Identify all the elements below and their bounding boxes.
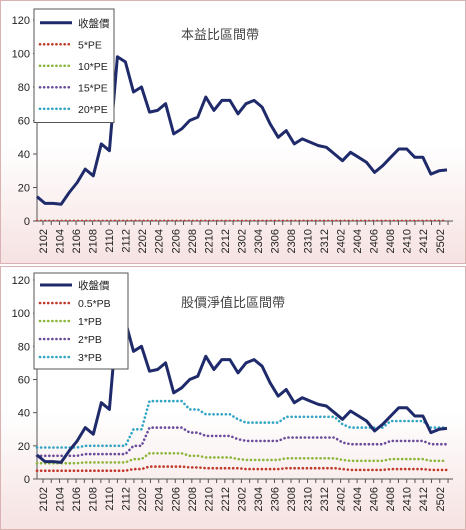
pb-band-chart: 股價淨值比區間帶 0 20 40 60 80 100 120 2102 2104 2106 2108… (12, 272, 453, 511)
x-tick-label: 2408 (385, 229, 397, 253)
x-tick-label: 2210 (203, 487, 215, 511)
x-tick-label: 2402 (336, 229, 348, 253)
x-tick-label: 2110 (104, 229, 116, 253)
x-tick-label: 2404 (352, 229, 364, 253)
legend-label-4: 3*PB (78, 352, 102, 364)
x-tick-label: 2206 (170, 487, 182, 511)
legend-label-0: 收盤價 (78, 17, 110, 30)
pe-band-chart: 本益比區間帶 0 20 40 60 80 100 120 2102 2104 2106 2108 21… (12, 8, 453, 253)
x-tick-label: 2312 (319, 229, 331, 253)
y-tick-label: 20 (18, 183, 30, 195)
x-tick-label: 2308 (286, 487, 298, 511)
x-tick-label: 2212 (220, 229, 232, 253)
x-tick-label: 2404 (352, 487, 364, 511)
y-tick-label: 40 (18, 408, 30, 420)
pe-band-chart-panel: 本益比區間帶 0 20 40 60 80 100 120 2102 2104 2106 2108 21… (0, 0, 466, 264)
x-tick-label: 2208 (187, 229, 199, 253)
pb-band-chart-panel: 股價淨值比區間帶 0 20 40 60 80 100 120 2102 2104 2106 2108… (0, 266, 466, 530)
x-tick-label: 2112 (121, 229, 133, 253)
axes: 0 20 40 60 80 100 120 2102 2104 2106 2108 2110 2112 2… (12, 15, 453, 253)
x-tick-label: 2310 (303, 229, 315, 253)
series-line-3 (35, 426, 449, 458)
x-tick-label: 2204 (154, 487, 166, 511)
x-tick-label: 2502 (435, 229, 447, 253)
x-tick-label: 2502 (435, 487, 447, 511)
y-tick-label: 100 (12, 49, 30, 61)
x-tick-label: 2108 (88, 487, 100, 511)
legend: 收盤價 0.5*PB 1*PB 2*PB 3*PB (33, 272, 129, 370)
x-tick-label: 2304 (253, 229, 265, 253)
legend: 收盤價 5*PE 10*PE 15*PE 20*PE (33, 8, 115, 123)
x-tick-label: 2102 (38, 229, 50, 253)
legend-label-2: 1*PB (78, 316, 102, 328)
x-tick-label: 2412 (418, 229, 430, 253)
x-tick-label: 2406 (369, 487, 381, 511)
x-tick-label: 2212 (220, 487, 232, 511)
y-tick-label: 0 (24, 216, 30, 228)
legend-label-1: 5*PE (78, 39, 102, 51)
x-tick-label: 2210 (203, 229, 215, 253)
series-line-0 (36, 315, 448, 464)
x-tick-label: 2412 (418, 487, 430, 511)
legend-label-3: 15*PE (78, 82, 108, 94)
x-tick-label: 2106 (71, 487, 83, 511)
x-tick-label: 2310 (303, 487, 315, 511)
x-tick-label: 2104 (55, 229, 67, 253)
y-tick-label: 20 (18, 441, 30, 453)
x-tick-label: 2104 (55, 487, 67, 511)
x-tick-label: 2306 (269, 229, 281, 253)
chart-title: 本益比區間帶 (181, 27, 259, 42)
legend-label-0: 收盤價 (78, 279, 110, 292)
y-tick-label: 120 (12, 15, 30, 27)
y-tick-label: 60 (18, 116, 30, 128)
legend-label-2: 10*PE (78, 61, 108, 73)
axes: 0 20 40 60 80 100 120 2102 2104 2106 2108 2110 2112 2… (12, 275, 453, 511)
legend-label-4: 20*PE (78, 104, 108, 116)
series-line-2 (35, 452, 449, 465)
x-tick-label: 2202 (137, 487, 149, 511)
y-tick-label: 100 (12, 308, 30, 320)
y-tick-label: 80 (18, 341, 30, 353)
x-tick-label: 2410 (402, 229, 414, 253)
y-tick-label: 120 (12, 275, 30, 287)
x-tick-label: 2406 (369, 229, 381, 253)
x-tick-label: 2308 (286, 229, 298, 253)
y-tick-label: 0 (24, 474, 30, 486)
y-tick-label: 80 (18, 82, 30, 94)
x-tick-label: 2108 (88, 229, 100, 253)
x-tick-label: 2410 (402, 487, 414, 511)
x-tick-label: 2302 (236, 229, 248, 253)
x-tick-label: 2102 (38, 487, 50, 511)
x-tick-label: 2208 (187, 487, 199, 511)
x-tick-label: 2110 (104, 487, 116, 511)
x-tick-label: 2202 (137, 229, 149, 253)
x-tick-label: 2306 (269, 487, 281, 511)
y-tick-label: 60 (18, 375, 30, 387)
x-tick-label: 2112 (121, 487, 133, 511)
x-tick-label: 2402 (336, 487, 348, 511)
legend-label-1: 0.5*PB (78, 298, 111, 310)
x-tick-label: 2312 (319, 487, 331, 511)
x-tick-label: 2304 (253, 487, 265, 511)
chart-title: 股價淨值比區間帶 (181, 295, 285, 310)
x-tick-label: 2106 (71, 229, 83, 253)
x-tick-label: 2204 (154, 229, 166, 253)
legend-label-3: 2*PB (78, 334, 102, 346)
y-tick-label: 40 (18, 149, 30, 161)
x-tick-label: 2302 (236, 487, 248, 511)
x-tick-label: 2206 (170, 229, 182, 253)
legend-box (33, 272, 129, 370)
series-line-1 (35, 465, 449, 472)
series-line-0 (36, 55, 448, 206)
x-tick-label: 2408 (385, 487, 397, 511)
